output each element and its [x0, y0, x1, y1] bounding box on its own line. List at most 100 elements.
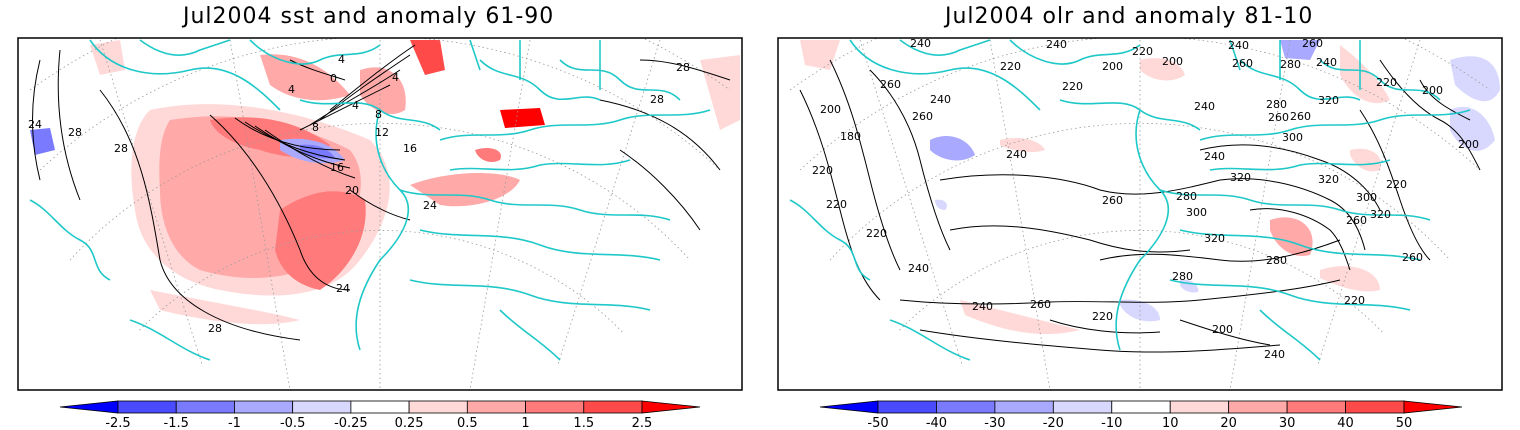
contour-label: 240	[1006, 148, 1027, 161]
colorbar-box	[877, 400, 937, 414]
contour-label: 240	[1228, 39, 1249, 52]
contour-label: 220	[1062, 80, 1083, 93]
colorbar-tick-label: -40	[926, 416, 947, 430]
colorbar-tick-label: 0.5	[457, 416, 478, 430]
colorbar-box	[936, 400, 996, 414]
contour-label: 220	[812, 164, 833, 177]
olr-coastlines	[789, 39, 1471, 361]
contour-label: 220	[866, 227, 887, 240]
colorbar-box	[1345, 400, 1405, 414]
contour-label: 240	[1316, 56, 1337, 69]
contour-label: 240	[972, 300, 993, 313]
contour-label: 300	[1186, 206, 1207, 219]
contour-label: 200	[1162, 55, 1183, 68]
contour-label: 220	[1132, 45, 1153, 58]
colorbar-box	[466, 400, 526, 414]
contour-label: 220	[826, 198, 847, 211]
contour-label: 200	[1212, 323, 1233, 336]
olr-map-panel: 240 220 200 220 240 260 240 280 240 260 …	[777, 37, 1503, 391]
olr-contour-labels: 240 220 200 220 240 260 240 280 240 260 …	[812, 37, 1479, 361]
sst-graticule	[29, 38, 731, 391]
colorbar-tick-label: 0.25	[395, 416, 424, 430]
colorbar-box	[234, 400, 294, 414]
sst-coastlines	[29, 39, 711, 361]
contour-label: 260	[1102, 194, 1123, 207]
olr-graticule	[789, 38, 1491, 391]
colorbar-box	[1169, 400, 1230, 414]
contour-label: 220	[1376, 76, 1397, 89]
contour-label: 16	[330, 161, 344, 174]
contour-label: 220	[1344, 294, 1365, 307]
colorbar-tick-label: 50	[1396, 416, 1413, 430]
colorbar-arrow-high	[1403, 400, 1463, 414]
colorbar-tick-label: 30	[1279, 416, 1296, 430]
sst-colorbar: -2.5 -1.5 -1 -0.5 -0.25 0.25 0.5 1 1.5 2.5	[59, 400, 701, 430]
sst-map-frame	[17, 37, 743, 391]
contour-label: 0	[330, 72, 337, 85]
contour-label: 320	[1204, 232, 1225, 245]
contour-label: 4	[288, 83, 295, 96]
colorbar-tick-label: -50	[867, 416, 888, 430]
contour-label: 260	[880, 78, 901, 91]
contour-label: 320	[1370, 208, 1391, 221]
contour-label: 280	[1280, 58, 1301, 71]
contour-label: 300	[1282, 131, 1303, 144]
contour-label: 260	[1232, 57, 1253, 70]
contour-label: 280	[1266, 98, 1287, 111]
colorbar-box	[117, 400, 177, 414]
colorbar-arrow-low	[819, 400, 879, 414]
colorbar-tick-label: 1	[521, 416, 529, 430]
colorbar-box	[1111, 400, 1171, 414]
contour-label: 8	[312, 121, 319, 134]
contour-label: 12	[375, 126, 389, 139]
contour-label: 28	[68, 126, 82, 139]
contour-label: 300	[1356, 191, 1377, 204]
contour-label: 200	[1102, 60, 1123, 73]
contour-label: 180	[840, 130, 861, 143]
contour-label: 260	[1346, 214, 1367, 227]
olr-contours	[799, 59, 1481, 353]
colorbar-box	[175, 400, 235, 414]
contour-label: 8	[375, 108, 382, 121]
contour-label: 4	[352, 99, 359, 112]
colorbar-tick-label: -10	[1101, 416, 1122, 430]
colorbar-box	[1228, 400, 1288, 414]
contour-label: 28	[650, 93, 664, 106]
colorbar-box	[583, 400, 643, 414]
contour-label: 240	[910, 37, 931, 50]
contour-label: 260	[1290, 110, 1311, 123]
contour-label: 220	[1000, 60, 1021, 73]
contour-label: 28	[208, 322, 222, 335]
colorbar-tick-label: 20	[1220, 416, 1237, 430]
contour-label: 280	[1176, 190, 1197, 203]
colorbar-tick-label: -2.5	[105, 416, 130, 430]
colorbar-box	[1286, 400, 1346, 414]
right-panel-title: Jul2004 olr and anomaly 81-10	[945, 4, 1314, 29]
contour-label: 240	[1204, 150, 1225, 163]
contour-label: 220	[1092, 310, 1113, 323]
left-panel-title: Jul2004 sst and anomaly 61-90	[183, 4, 555, 29]
sst-contours	[32, 44, 731, 341]
contour-label: 16	[403, 142, 417, 155]
contour-label: 240	[1046, 38, 1067, 51]
contour-label: 220	[1386, 178, 1407, 191]
contour-label: 320	[1318, 173, 1339, 186]
contour-label: 200	[1422, 84, 1443, 97]
sst-contour-labels: 24 28 28 28 28 24 28 4 4 0 4 4 8 8 12 16…	[28, 53, 690, 335]
colorbar-tick-label: 10	[1162, 416, 1179, 430]
contour-label: 280	[1266, 254, 1287, 267]
olr-anomaly-shading	[800, 40, 1500, 335]
colorbar-box	[994, 400, 1054, 414]
contour-label: 28	[114, 142, 128, 155]
contour-label: 240	[1264, 348, 1285, 361]
contour-label: 4	[338, 53, 345, 66]
colorbar-box	[350, 400, 410, 414]
colorbar-tick-label: 1.5	[573, 416, 594, 430]
contour-label: 200	[820, 103, 841, 116]
sst-map-panel: 24 28 28 28 28 24 28 4 4 0 4 4 8 8 12 16…	[17, 37, 743, 391]
colorbar-tick-label: -0.25	[334, 416, 368, 430]
olr-map-frame	[777, 37, 1503, 391]
contour-label: 260	[1268, 111, 1289, 124]
contour-label: 4	[392, 71, 399, 84]
